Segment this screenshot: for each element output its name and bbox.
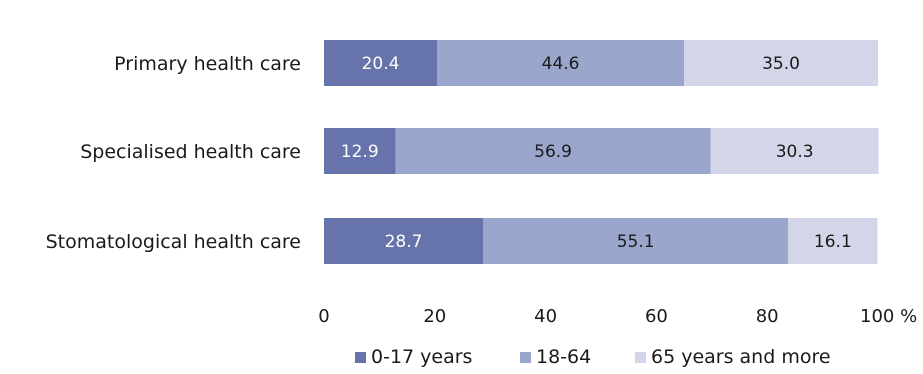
- bars: 20.4 44.6 35.0 12.9 56.9 30.3 28.7 55.1 16.1: [324, 40, 879, 264]
- bar-value-label: 44.6: [542, 54, 580, 74]
- bar-segment: [395, 128, 711, 174]
- bar-value-label: 56.9: [534, 142, 572, 162]
- legend-swatch: [635, 352, 646, 363]
- category-label: Primary health care: [114, 53, 301, 75]
- bar-value-label: 28.7: [385, 232, 423, 252]
- legend-swatch: [520, 352, 531, 363]
- legend-label: 0-17 years: [371, 346, 472, 368]
- legend-label: 65 years and more: [651, 346, 831, 368]
- bar-segment: [684, 40, 878, 86]
- bar-value-label: 12.9: [341, 142, 379, 162]
- category-label: Stomatological health care: [46, 231, 301, 253]
- bar-segment: [788, 218, 878, 264]
- bar-segment: [324, 128, 396, 174]
- x-tick-label: 20: [423, 306, 446, 327]
- x-tick-label: 40: [534, 306, 557, 327]
- x-tick-label: 0: [318, 306, 329, 327]
- legend: 0-17 years 18-64 65 years and more: [355, 346, 831, 368]
- bar-segment: [324, 40, 438, 86]
- legend-swatch: [355, 352, 366, 363]
- legend-label: 18-64: [536, 346, 591, 368]
- bar-value-label: 16.1: [814, 232, 852, 252]
- category-labels: Primary health care Specialised health ca…: [46, 53, 301, 253]
- bar-value-label: 30.3: [776, 142, 814, 162]
- bar-segment: [482, 218, 789, 264]
- bar-segment: [710, 128, 879, 174]
- category-label: Specialised health care: [80, 141, 301, 163]
- bar-value-label: 55.1: [617, 232, 655, 252]
- bar-value-label: 20.4: [362, 54, 400, 74]
- x-tick-label: 60: [645, 306, 668, 327]
- bar-value-label: 35.0: [762, 54, 800, 74]
- bar-segment: [324, 218, 483, 264]
- x-tick-label: 100 %: [860, 306, 917, 327]
- x-tick-label: 80: [756, 306, 779, 327]
- bar-segment: [437, 40, 685, 86]
- x-axis: 0 20 40 60 80 100 %: [318, 306, 917, 327]
